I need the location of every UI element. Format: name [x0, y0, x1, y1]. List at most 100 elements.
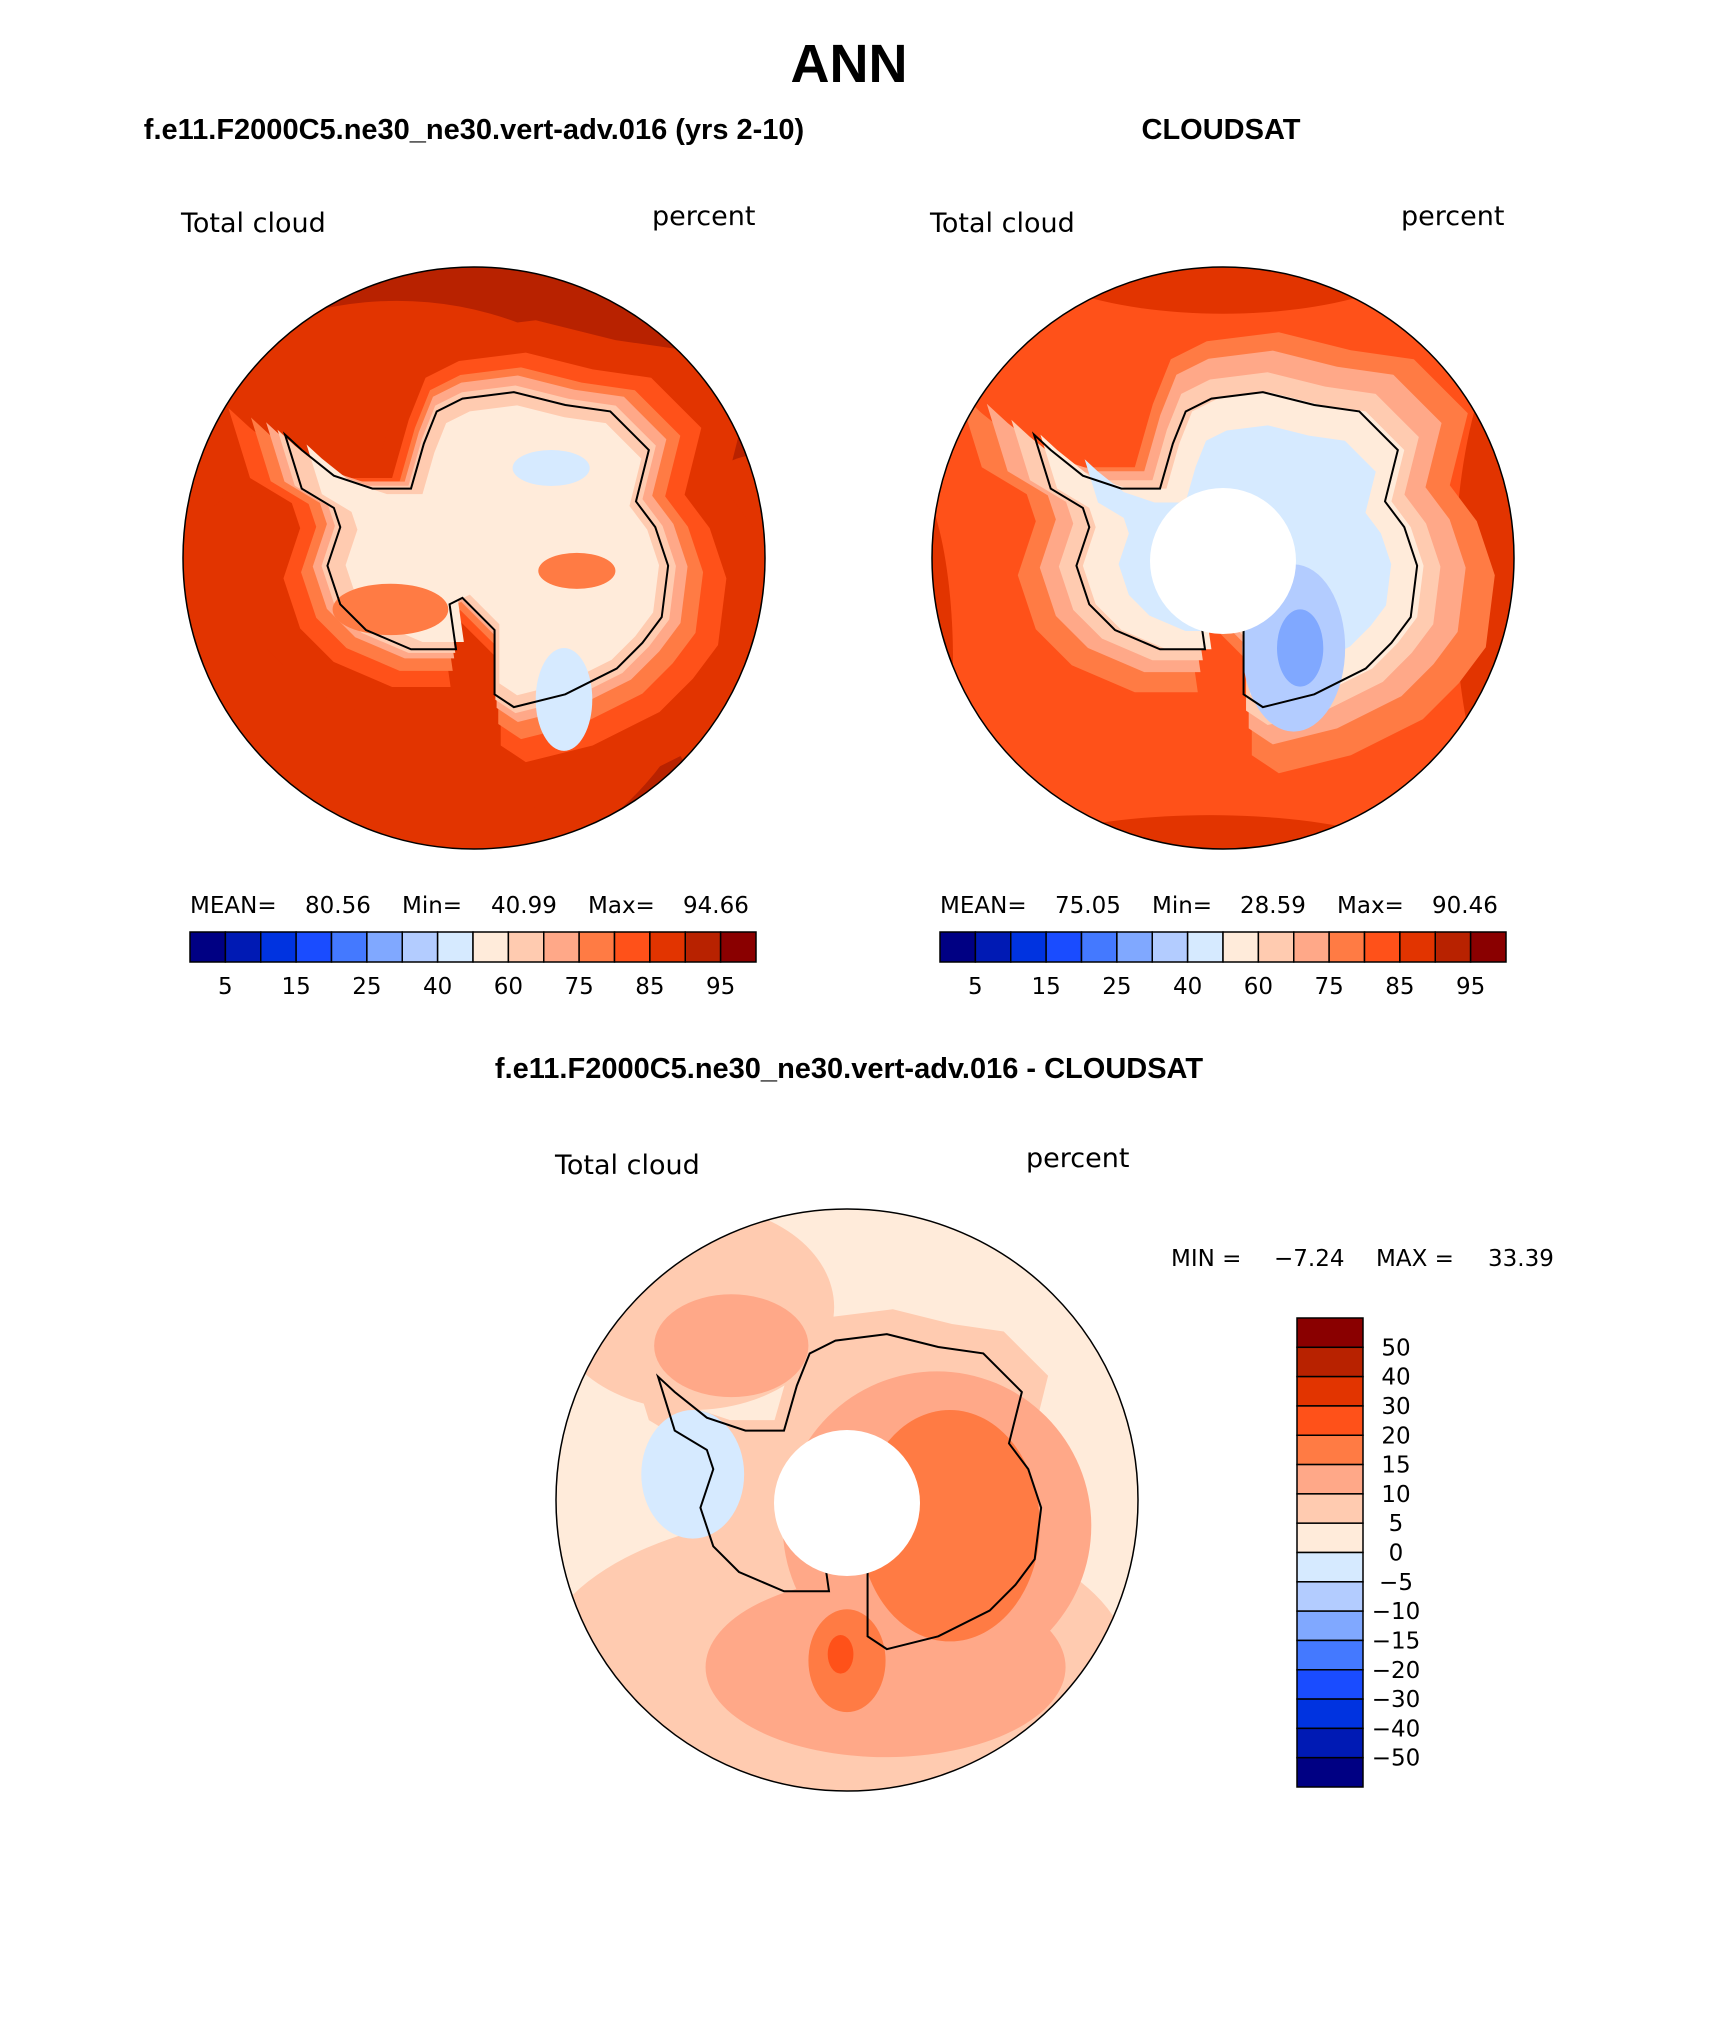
- panel1-map: [182, 266, 766, 850]
- panel3-right-label: percent: [1026, 1143, 1129, 1174]
- max-value: 94.66: [683, 893, 749, 919]
- colorbar-box: [649, 931, 686, 963]
- colorbar-box: [1116, 931, 1153, 963]
- colorbar-tick-label: −15: [1372, 1628, 1421, 1654]
- colorbar-box: [1399, 931, 1436, 963]
- map-border: [931, 266, 1515, 850]
- panel1-left-label: Total cloud: [180, 208, 326, 239]
- colorbar-tick-label: −50: [1372, 1746, 1421, 1772]
- colorbar-box: [1296, 1317, 1364, 1349]
- colorbar-tick-label: 5: [1389, 1511, 1404, 1537]
- colorbar-box: [1296, 1727, 1364, 1759]
- field-layers: [183, 288, 765, 849]
- panel2-subtitle: CLOUDSAT: [1142, 114, 1301, 146]
- colorbar-tick-label: 75: [564, 974, 593, 1000]
- colorbar-tick-label: 40: [1381, 1365, 1410, 1391]
- colorbar-box: [1151, 931, 1189, 963]
- colorbar-box: [1186, 931, 1224, 963]
- main-title: ANN: [791, 34, 908, 94]
- contour-field: [183, 267, 765, 849]
- colorbar-box: [684, 931, 722, 963]
- contour-level: [654, 1294, 809, 1398]
- panel3-map: [474, 1208, 1139, 1792]
- missing-data-region: [1150, 488, 1296, 634]
- colorbar-box: [719, 931, 757, 963]
- panel1-subtitle: f.e11.F2000C5.ne30_ne30.vert-adv.016 (yr…: [144, 114, 804, 146]
- panel3-left-label: Total cloud: [554, 1150, 700, 1181]
- colorbar-tick-label: −30: [1372, 1687, 1421, 1713]
- colorbar-box: [436, 931, 474, 963]
- panel2-stats: MEAN= 75.05 Min= 28.59 Max= 90.46: [940, 893, 1498, 919]
- colorbar-tick-label: 0: [1389, 1541, 1404, 1567]
- colorbar-box: [1296, 1756, 1364, 1788]
- colorbar-box: [613, 931, 651, 963]
- colorbar-box: [1296, 1669, 1364, 1700]
- colorbar-box: [1296, 1463, 1364, 1495]
- colorbar-box: [224, 931, 262, 963]
- min-value: −7.24: [1274, 1246, 1344, 1272]
- max-value: 90.46: [1432, 893, 1498, 919]
- contour-level: [932, 468, 954, 849]
- colorbar-tick-label: 40: [423, 974, 452, 1000]
- min-label: Min=: [1152, 893, 1212, 919]
- colorbar-tick-label: 15: [281, 974, 310, 1000]
- min-label: MIN =: [1171, 1246, 1241, 1272]
- contour-level: [978, 815, 1442, 849]
- colorbar-tick-label: 5: [968, 974, 983, 1000]
- panel2-right-label: percent: [1401, 201, 1504, 232]
- contour-level: [512, 450, 590, 487]
- colorbar-box: [578, 931, 616, 963]
- colorbar-tick-label: 60: [1244, 974, 1273, 1000]
- contour-field: [932, 267, 1514, 849]
- colorbar-box: [1296, 1434, 1364, 1466]
- panel1-right-label: percent: [652, 201, 755, 232]
- min-value: 28.59: [1240, 893, 1306, 919]
- colorbar-box: [1296, 1375, 1364, 1407]
- contour-level: [474, 1397, 551, 1551]
- colorbar-tick-label: −5: [1379, 1570, 1413, 1596]
- max-value: 33.39: [1488, 1246, 1554, 1272]
- colorbar-box: [1045, 931, 1083, 963]
- colorbar-tick-label: 95: [706, 974, 735, 1000]
- colorbar-tick-label: 20: [1381, 1423, 1410, 1449]
- colorbar-box: [189, 931, 227, 963]
- colorbar-box: [507, 931, 545, 963]
- mean-label: MEAN=: [190, 893, 277, 919]
- colorbar-box: [366, 931, 403, 963]
- mean-value: 75.05: [1055, 893, 1121, 919]
- contour-level: [1276, 609, 1324, 687]
- colorbar-tick-label: 15: [1031, 974, 1060, 1000]
- colorbar-box: [974, 931, 1012, 963]
- colorbar-box: [401, 931, 439, 963]
- colorbar-box: [295, 931, 333, 963]
- colorbar-box: [1296, 1405, 1364, 1436]
- colorbar-box: [1010, 931, 1047, 963]
- colorbar-tick-label: 25: [1102, 974, 1131, 1000]
- colorbar-box: [1434, 931, 1472, 963]
- mean-value: 80.56: [305, 893, 371, 919]
- panel2-left-label: Total cloud: [929, 208, 1075, 239]
- panel2-map: [931, 266, 1515, 850]
- colorbar-tick-label: 60: [494, 974, 523, 1000]
- colorbar-box: [1296, 1346, 1364, 1378]
- colorbar-box: [1296, 1493, 1364, 1524]
- map-border: [555, 1208, 1139, 1792]
- colorbar-box: [1363, 931, 1401, 963]
- colorbar-box: [472, 931, 510, 963]
- colorbar-tick-label: 5: [218, 974, 233, 1000]
- max-label: MAX =: [1376, 1246, 1454, 1272]
- colorbar-tick-label: −10: [1372, 1599, 1421, 1625]
- colorbar-box: [260, 931, 297, 963]
- colorbar-tick-label: −20: [1372, 1658, 1421, 1684]
- colorbar-box: [939, 931, 977, 963]
- colorbar-tick-label: 10: [1381, 1482, 1410, 1508]
- colorbar-tick-label: −40: [1372, 1716, 1421, 1742]
- colorbar-tick-label: 30: [1381, 1394, 1410, 1420]
- colorbar-box: [1257, 931, 1295, 963]
- colorbar-box: [543, 931, 580, 963]
- colorbar-box: [1296, 1551, 1364, 1583]
- panel2-colorbar: 5 15 25 40 60 75 85 95: [939, 931, 1507, 1000]
- panel3-subtitle: f.e11.F2000C5.ne30_ne30.vert-adv.016 - C…: [495, 1053, 1203, 1085]
- colorbar-box: [330, 931, 368, 963]
